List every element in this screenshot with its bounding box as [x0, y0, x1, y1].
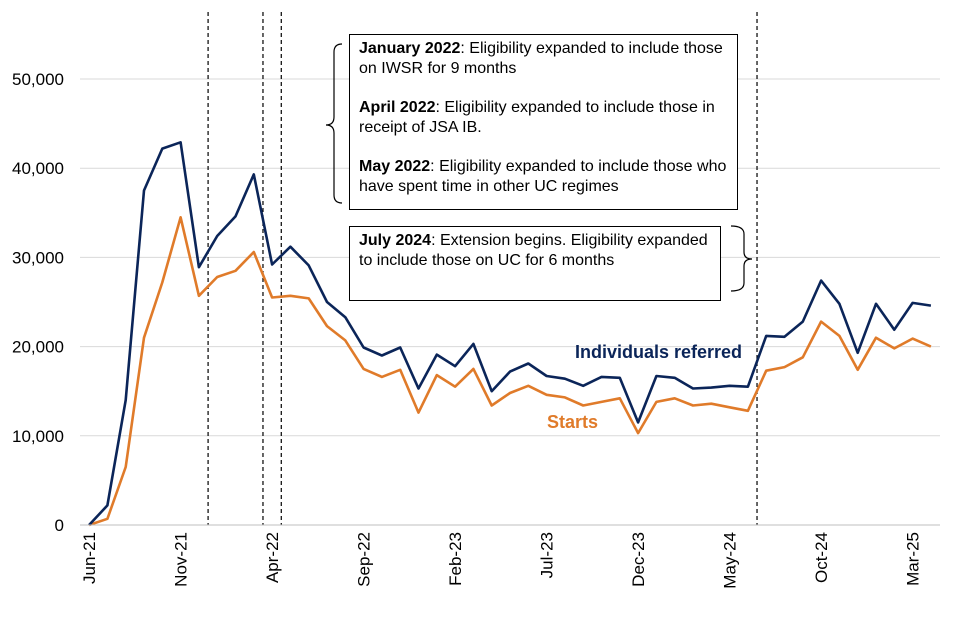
annotation-braces: [325, 43, 753, 292]
annotation-jul-2024: July 2024: Extension begins. Eligibility…: [359, 231, 711, 271]
annotation-may-2022: May 2022: Eligibility expanded to includ…: [359, 157, 728, 197]
annotation-jul-2024-text: : Extension begins. Eligibility expanded…: [359, 232, 708, 269]
annotation-may-2022-text: : Eligibility expanded to include those …: [359, 158, 727, 195]
x-axis-ticks: Jun-21 Nov-21 Apr-22 Sep-22 Feb-23 Jul-23 Dec-…: [80, 532, 922, 589]
annotation-jan-2022-text: : Eligibility expanded to include those …: [359, 40, 723, 77]
annotation-jan-2022: January 2022: Eligibility expanded to in…: [359, 39, 728, 79]
y-axis-ticks: 0 10,000 20,000 30,000 40,000 50,000: [12, 70, 64, 535]
x-tick-label: Sep-22: [355, 532, 374, 587]
y-tick-label: 30,000: [12, 248, 64, 267]
x-tick-label: May-24: [721, 532, 740, 589]
y-tick-label: 20,000: [12, 338, 64, 357]
x-tick-label: Nov-21: [172, 532, 191, 587]
annotation-apr-2022-date: April 2022: [359, 99, 436, 116]
x-tick-label: Apr-22: [263, 532, 282, 583]
series-line-starts: [88, 216, 932, 527]
series-line-individuals-referred: [88, 141, 932, 526]
series-lines: [88, 141, 932, 527]
series-label-individuals-referred: Individuals referred: [575, 342, 742, 362]
annotation-jan-2022-date: January 2022: [359, 40, 461, 57]
annotation-apr-2022: April 2022: Eligibility expanded to incl…: [359, 98, 728, 138]
brace-2024: [730, 225, 753, 292]
x-tick-label: Dec-23: [629, 532, 648, 587]
x-tick-label: Jul-23: [538, 532, 557, 578]
event-lines: [207, 12, 758, 525]
y-tick-label: 0: [55, 516, 64, 535]
y-tick-label: 40,000: [12, 159, 64, 178]
annotation-may-2022-date: May 2022: [359, 158, 431, 175]
annotation-jul-2024-date: July 2024: [359, 232, 432, 249]
series-label-starts: Starts: [547, 412, 598, 432]
x-tick-label: Oct-24: [812, 532, 831, 583]
y-tick-label: 50,000: [12, 70, 64, 89]
annotation-apr-2022-text: : Eligibility expanded to include those …: [359, 99, 715, 136]
x-tick-label: Mar-25: [904, 532, 923, 586]
x-tick-label: Jun-21: [80, 532, 99, 584]
annotation-box-eligibility-2022: January 2022: Eligibility expanded to in…: [349, 34, 738, 210]
annotation-box-extension-2024: July 2024: Extension begins. Eligibility…: [349, 226, 721, 301]
brace-2022: [325, 43, 343, 204]
x-tick-label: Feb-23: [446, 532, 465, 586]
y-tick-label: 10,000: [12, 427, 64, 446]
